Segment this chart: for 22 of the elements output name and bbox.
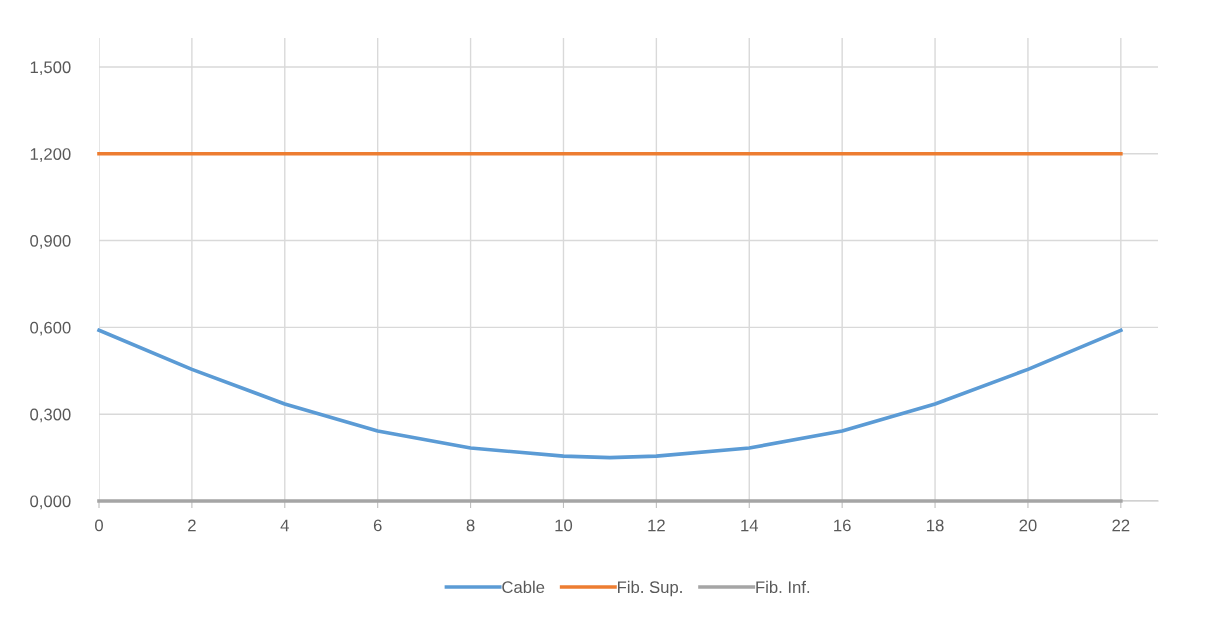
legend-label: Cable	[502, 580, 545, 594]
y-tick-label: 1,500	[30, 61, 71, 76]
line-series	[97, 328, 1123, 460]
y-tick-label: 0,000	[30, 495, 71, 510]
y-tick-label: 0,300	[30, 408, 71, 423]
x-tick-label: 6	[373, 519, 382, 532]
x-tick-label: 16	[834, 519, 851, 532]
x-tick-label: 10	[555, 519, 573, 532]
x-tick-label: 22	[1112, 519, 1130, 532]
legend-label: Fib. Inf.	[756, 580, 810, 594]
x-tick-label: 18	[927, 519, 944, 532]
y-tick-label: 1,200	[30, 148, 71, 162]
y-tick-label: 0,900	[30, 234, 71, 249]
x-tick-label: 12	[648, 519, 665, 532]
x-tick-label: 4	[280, 519, 289, 532]
x-tick-label: 20	[1019, 519, 1037, 532]
x-tick-label: 14	[741, 519, 759, 532]
x-tick-label: 0	[95, 519, 103, 532]
x-tick-label: 8	[466, 519, 475, 532]
y-tick-label: 0,600	[30, 321, 71, 336]
legend-label: Fib. Sup.	[618, 580, 682, 597]
x-tick-label: 2	[188, 519, 196, 532]
